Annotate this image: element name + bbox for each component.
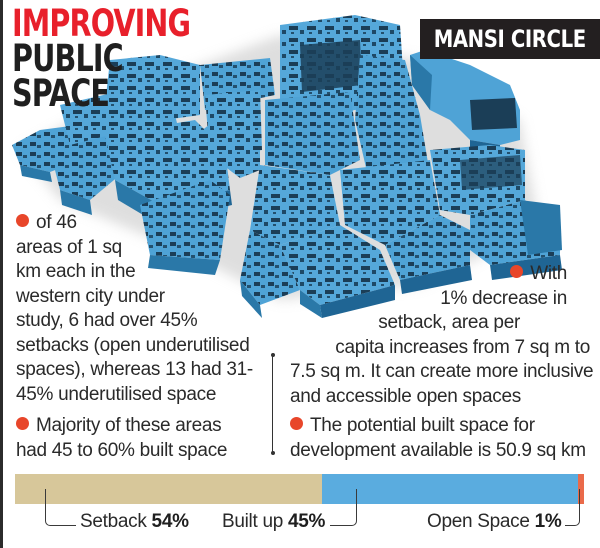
fact-1-line: 45% underutilised space — [16, 383, 217, 405]
label-setback-value: 54% — [151, 511, 189, 532]
headline-line-2: PUBLIC — [12, 37, 124, 80]
fact-1-line: western city under — [16, 285, 165, 307]
fact-1-line: spaces), whereas 13 had 31- — [16, 359, 253, 380]
fact-3-line: setback, area per — [378, 312, 520, 333]
location-badge-label: MANSI CIRCLE — [433, 25, 587, 53]
bar-segment-open-space — [578, 474, 584, 504]
leader-line-built-up — [330, 489, 357, 526]
fact-4-line: The potential built space for — [310, 415, 535, 436]
bullet-icon — [510, 265, 524, 278]
label-setback: Setback 54% — [80, 511, 189, 533]
column-divider — [270, 353, 275, 455]
fact-4: The potential built space for developmen… — [290, 414, 595, 463]
headline-line-3: SPACE — [12, 72, 110, 115]
location-badge: MANSI CIRCLE — [420, 19, 600, 59]
label-open-space: Open Space 1% — [427, 511, 562, 533]
label-built-up-name: Built up — [222, 511, 283, 532]
land-use-stacked-bar — [15, 474, 584, 504]
headline: IMPROVING PUBLIC SPACE — [12, 2, 219, 115]
fact-3: With 1% decrease in setback, area per ca… — [290, 262, 595, 409]
bar-segment-setback — [15, 474, 323, 504]
fact-1-line: of 46 — [36, 212, 77, 233]
fact-1-line: km each in the — [16, 261, 136, 282]
bullet-icon — [16, 417, 29, 430]
fact-2-line: Majority of these areas — [36, 415, 222, 436]
leader-line-open-space — [565, 489, 580, 526]
label-open-space-value: 1% — [534, 511, 562, 532]
fact-3-line: capita increases from 7 sq m to — [335, 336, 590, 358]
label-setback-name: Setback — [80, 511, 147, 532]
fact-1-line: areas of 1 sq — [16, 236, 122, 258]
3d-city-map-illustration — [12, 15, 562, 318]
headline-line-1: IMPROVING — [12, 2, 191, 45]
label-built-up-value: 45% — [287, 511, 326, 532]
fact-1: of 46 areas of 1 sq km each in the weste… — [16, 211, 286, 407]
bullet-icon — [290, 417, 303, 430]
fact-1-line: study, 6 had over 45% — [16, 310, 198, 331]
fact-3-line: 1% decrease in — [440, 287, 567, 309]
label-built-up: Built up 45% — [222, 511, 325, 533]
leader-line-setback — [45, 489, 76, 526]
fact-3-line: and accessible open spaces — [290, 385, 521, 407]
bar-segment-built-up — [322, 474, 579, 504]
fact-2-line: had 45 to 60% built space — [16, 439, 228, 461]
label-open-space-name: Open Space — [427, 511, 530, 532]
fact-1-line: setbacks (open underutilised — [16, 334, 250, 356]
fact-4-line: development available is 50.9 sq km — [290, 439, 586, 461]
left-border — [0, 0, 3, 548]
fact-2: Majority of these areas had 45 to 60% bu… — [16, 414, 286, 463]
fact-3-line: 7.5 sq m. It can create more inclusive — [290, 361, 594, 382]
bullet-icon — [16, 214, 29, 227]
fact-3-line: With — [530, 263, 567, 284]
